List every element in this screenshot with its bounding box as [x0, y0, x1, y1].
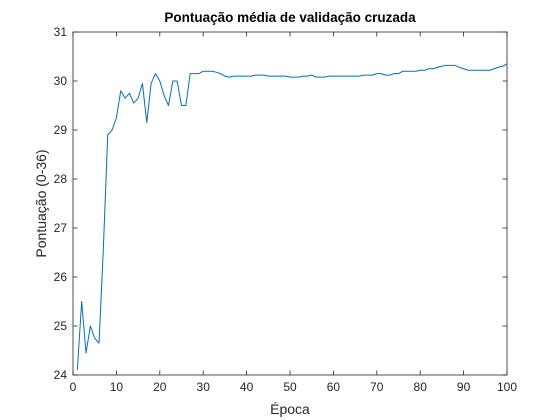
y-tick-label: 24 [54, 368, 68, 382]
x-tick-label: 60 [327, 380, 341, 394]
x-tick-label: 20 [153, 380, 167, 394]
x-tick-label: 50 [283, 380, 297, 394]
y-tick-label: 29 [54, 123, 68, 137]
y-tick-label: 26 [54, 270, 68, 284]
y-axis-ticks: 24 25 26 27 28 29 30 31 [54, 25, 507, 382]
y-tick-label: 31 [54, 25, 68, 39]
series-line [76, 63, 508, 371]
y-tick-label: 28 [54, 172, 68, 186]
x-axis-ticks: 0 10 20 30 40 50 60 70 80 90 100 [70, 32, 517, 394]
x-tick-label: 40 [240, 380, 254, 394]
y-axis-label: Pontuação (0-36) [33, 149, 49, 257]
x-tick-label: 30 [197, 380, 211, 394]
x-tick-label: 80 [414, 380, 428, 394]
x-tick-label: 100 [497, 380, 517, 394]
plot-axes-box [72, 31, 508, 376]
y-tick-label: 30 [54, 74, 68, 88]
x-tick-label: 0 [70, 380, 77, 394]
chart-title: Pontuação média de validação cruzada [164, 10, 416, 25]
x-tick-label: 70 [370, 380, 384, 394]
x-tick-label: 90 [457, 380, 471, 394]
y-tick-label: 27 [54, 221, 68, 235]
y-tick-label: 25 [54, 319, 68, 333]
x-axis-label: Época [270, 401, 310, 417]
plot-series [76, 63, 508, 371]
x-tick-label: 10 [110, 380, 124, 394]
